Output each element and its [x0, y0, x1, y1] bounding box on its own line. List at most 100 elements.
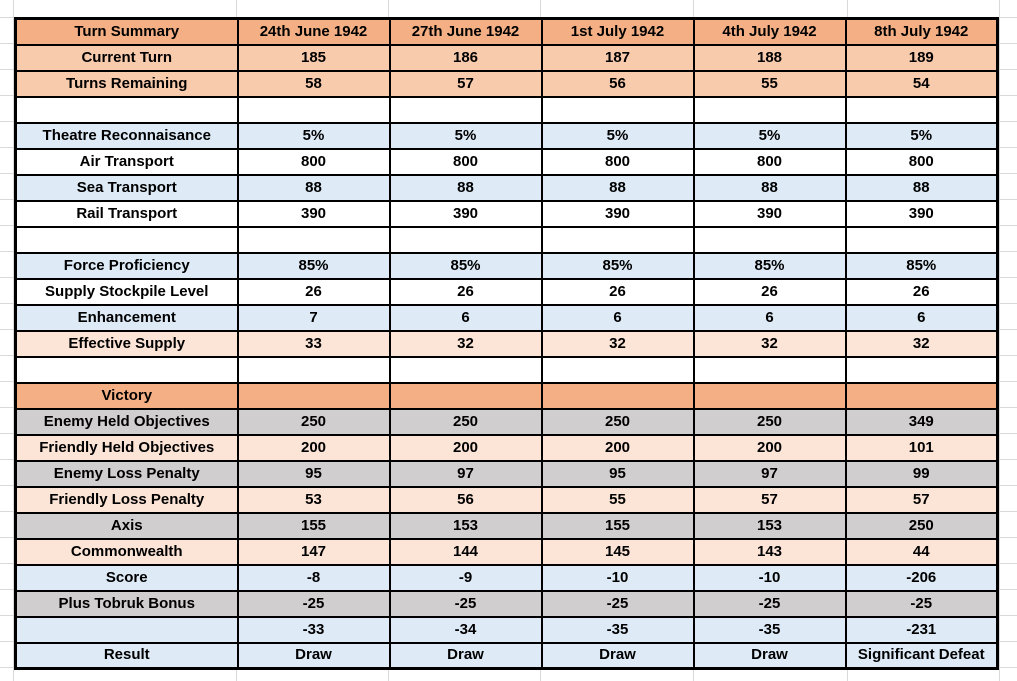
- value-cell[interactable]: 188: [692, 43, 847, 72]
- value-cell[interactable]: 53: [236, 485, 391, 514]
- row-label-cell[interactable]: Rail Transport: [14, 199, 239, 228]
- header-cell-title[interactable]: Turn Summary: [14, 17, 239, 46]
- value-cell[interactable]: -206: [844, 563, 999, 592]
- value-cell[interactable]: [388, 225, 543, 254]
- value-cell[interactable]: -33: [236, 615, 391, 644]
- value-cell[interactable]: 32: [844, 329, 999, 358]
- value-cell[interactable]: 54: [844, 69, 999, 98]
- value-cell[interactable]: 200: [692, 433, 847, 462]
- value-cell[interactable]: 85%: [692, 251, 847, 280]
- value-cell[interactable]: [692, 381, 847, 410]
- value-cell[interactable]: [844, 225, 999, 254]
- value-cell[interactable]: 185: [236, 43, 391, 72]
- value-cell[interactable]: -10: [692, 563, 847, 592]
- value-cell[interactable]: [388, 95, 543, 124]
- value-cell[interactable]: [540, 95, 695, 124]
- value-cell[interactable]: 200: [236, 433, 391, 462]
- value-cell[interactable]: 250: [388, 407, 543, 436]
- value-cell[interactable]: 6: [388, 303, 543, 332]
- value-cell[interactable]: -25: [692, 589, 847, 618]
- value-cell[interactable]: 187: [540, 43, 695, 72]
- value-cell[interactable]: 44: [844, 537, 999, 566]
- value-cell[interactable]: [236, 381, 391, 410]
- value-cell[interactable]: -9: [388, 563, 543, 592]
- row-label-cell[interactable]: Effective Supply: [14, 329, 239, 358]
- row-label-cell[interactable]: Enemy Loss Penalty: [14, 459, 239, 488]
- value-cell[interactable]: 145: [540, 537, 695, 566]
- value-cell[interactable]: 250: [692, 407, 847, 436]
- column-header-date[interactable]: 1st July 1942: [540, 17, 695, 46]
- row-label-cell[interactable]: Commonwealth: [14, 537, 239, 566]
- value-cell[interactable]: [692, 225, 847, 254]
- column-header-date[interactable]: 24th June 1942: [236, 17, 391, 46]
- value-cell[interactable]: 101: [844, 433, 999, 462]
- value-cell[interactable]: 97: [388, 459, 543, 488]
- value-cell[interactable]: 88: [692, 173, 847, 202]
- value-cell[interactable]: 88: [540, 173, 695, 202]
- value-cell[interactable]: 147: [236, 537, 391, 566]
- value-cell[interactable]: 390: [844, 199, 999, 228]
- value-cell[interactable]: 32: [388, 329, 543, 358]
- value-cell[interactable]: 6: [692, 303, 847, 332]
- row-label-cell[interactable]: Force Proficiency: [14, 251, 239, 280]
- value-cell[interactable]: [236, 225, 391, 254]
- value-cell[interactable]: 189: [844, 43, 999, 72]
- value-cell[interactable]: 800: [540, 147, 695, 176]
- value-cell[interactable]: -8: [236, 563, 391, 592]
- value-cell[interactable]: 5%: [388, 121, 543, 150]
- value-cell[interactable]: Draw: [540, 641, 695, 670]
- value-cell[interactable]: 57: [388, 69, 543, 98]
- value-cell[interactable]: [540, 381, 695, 410]
- row-label-cell[interactable]: [14, 615, 239, 644]
- value-cell[interactable]: 6: [844, 303, 999, 332]
- value-cell[interactable]: 143: [692, 537, 847, 566]
- value-cell[interactable]: [844, 95, 999, 124]
- value-cell[interactable]: [388, 381, 543, 410]
- value-cell[interactable]: 6: [540, 303, 695, 332]
- row-label-cell[interactable]: [14, 95, 239, 124]
- value-cell[interactable]: Draw: [236, 641, 391, 670]
- value-cell[interactable]: 390: [388, 199, 543, 228]
- row-label-cell[interactable]: [14, 355, 239, 384]
- value-cell[interactable]: 153: [388, 511, 543, 540]
- value-cell[interactable]: 85%: [236, 251, 391, 280]
- row-label-cell[interactable]: Score: [14, 563, 239, 592]
- row-label-cell[interactable]: Supply Stockpile Level: [14, 277, 239, 306]
- value-cell[interactable]: 33: [236, 329, 391, 358]
- value-cell[interactable]: 88: [388, 173, 543, 202]
- row-label-cell[interactable]: Theatre Reconnaisance: [14, 121, 239, 150]
- value-cell[interactable]: -10: [540, 563, 695, 592]
- value-cell[interactable]: 26: [844, 277, 999, 306]
- value-cell[interactable]: 349: [844, 407, 999, 436]
- value-cell[interactable]: -35: [540, 615, 695, 644]
- value-cell[interactable]: 5%: [844, 121, 999, 150]
- row-label-cell[interactable]: Enemy Held Objectives: [14, 407, 239, 436]
- value-cell[interactable]: [844, 381, 999, 410]
- value-cell[interactable]: -25: [236, 589, 391, 618]
- value-cell[interactable]: 800: [388, 147, 543, 176]
- value-cell[interactable]: 56: [540, 69, 695, 98]
- value-cell[interactable]: -25: [540, 589, 695, 618]
- value-cell[interactable]: [692, 95, 847, 124]
- value-cell[interactable]: [236, 355, 391, 384]
- value-cell[interactable]: 200: [388, 433, 543, 462]
- value-cell[interactable]: -34: [388, 615, 543, 644]
- row-label-cell[interactable]: Friendly Held Objectives: [14, 433, 239, 462]
- value-cell[interactable]: 95: [236, 459, 391, 488]
- value-cell[interactable]: 250: [540, 407, 695, 436]
- value-cell[interactable]: 390: [540, 199, 695, 228]
- value-cell[interactable]: 88: [236, 173, 391, 202]
- column-header-date[interactable]: 4th July 1942: [692, 17, 847, 46]
- value-cell[interactable]: 88: [844, 173, 999, 202]
- row-label-cell[interactable]: Turns Remaining: [14, 69, 239, 98]
- value-cell[interactable]: 144: [388, 537, 543, 566]
- value-cell[interactable]: 390: [692, 199, 847, 228]
- value-cell[interactable]: 55: [692, 69, 847, 98]
- value-cell[interactable]: -25: [388, 589, 543, 618]
- value-cell[interactable]: 186: [388, 43, 543, 72]
- value-cell[interactable]: -25: [844, 589, 999, 618]
- value-cell[interactable]: 85%: [844, 251, 999, 280]
- row-label-cell[interactable]: Result: [14, 641, 239, 670]
- value-cell[interactable]: Significant Defeat: [844, 641, 999, 670]
- value-cell[interactable]: 57: [844, 485, 999, 514]
